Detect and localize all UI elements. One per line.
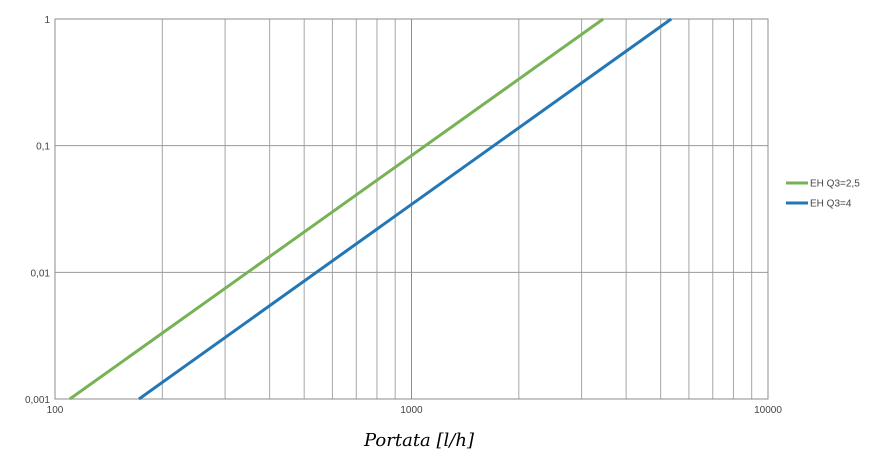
series-line-2 [138, 17, 673, 401]
legend: EH Q3=2,5 EH Q3=4 [786, 179, 860, 210]
x-tick-label: 10000 [754, 405, 782, 416]
legend-label-1: EH Q3=2,5 [810, 179, 860, 190]
y-tick-label: 0,1 [36, 142, 50, 153]
axes: 100 1000 10000 0,001 0,01 0,1 1 [25, 15, 782, 416]
y-tick-label: 0,01 [31, 268, 51, 279]
grid [54, 18, 769, 400]
plot-border [54, 18, 769, 400]
x-axis-label: Portata [l/h] [363, 430, 475, 451]
x-tick-label: 100 [47, 405, 64, 416]
legend-label-2: EH Q3=4 [810, 199, 852, 210]
series-lines [68, 17, 673, 401]
x-tick-label: 1000 [400, 405, 423, 416]
y-tick-label: 1 [44, 15, 50, 26]
y-tick-label: 0,001 [25, 395, 50, 406]
series-line-1 [68, 17, 605, 401]
